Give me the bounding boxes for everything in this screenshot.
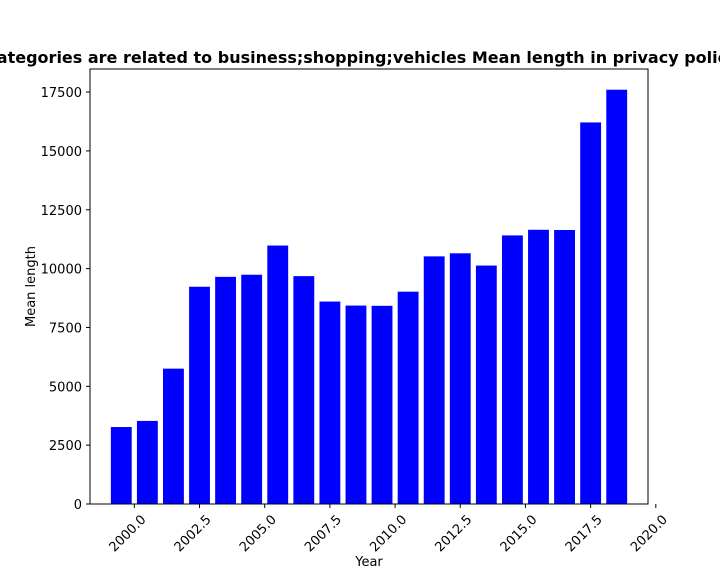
x-tick-label: 2002.5 [172, 512, 215, 555]
x-tick-label: 2020.0 [628, 512, 671, 555]
bar-17 [554, 230, 575, 504]
bar-2 [163, 368, 184, 504]
y-axis-label: Mean length [24, 246, 39, 327]
bar-1 [136, 420, 158, 504]
y-tick-label: 15000 [41, 145, 82, 160]
bar-0 [110, 427, 132, 504]
x-tick-label: 2005.0 [237, 512, 280, 555]
plot-frame [89, 68, 649, 505]
bar-6 [267, 245, 289, 504]
y-axis: 0 2500 5000 7500 10000 12500 15000 17500 [41, 86, 90, 513]
bar-15 [501, 235, 523, 504]
x-tick-label: 2017.5 [563, 512, 606, 555]
x-tick-label: 2000.0 [107, 512, 150, 555]
x-tick-label: 2010.0 [367, 512, 410, 555]
x-tick-label: 2007.5 [302, 512, 345, 555]
bars-layer [110, 89, 628, 504]
x-tick-label: 2012.5 [433, 512, 476, 555]
chart-title: Categories are related to business;shopp… [0, 48, 720, 67]
bar-5 [241, 274, 263, 504]
x-axis-label: Year [354, 555, 383, 570]
bar-13 [449, 253, 471, 504]
y-tick-label: 5000 [49, 380, 82, 395]
y-tick-label: 7500 [49, 321, 82, 336]
bar-9 [345, 305, 367, 504]
y-tick-label: 17500 [41, 86, 82, 101]
bar-7 [293, 276, 315, 504]
x-axis: 2000.0 2002.5 2005.0 2007.5 2010.0 2012.5 2015… [107, 504, 671, 555]
bar-12 [423, 256, 445, 504]
bar-4 [215, 276, 237, 504]
y-tick-label: 12500 [41, 204, 82, 219]
y-tick-label: 10000 [41, 263, 82, 278]
x-tick-label: 2015.0 [498, 512, 541, 555]
bar-16 [528, 229, 549, 504]
bar-18 [580, 122, 602, 504]
bar-11 [397, 291, 419, 504]
y-tick-label: 2500 [49, 439, 82, 454]
bar-8 [319, 301, 341, 504]
y-tick-label: 0 [74, 498, 82, 513]
bar-14 [475, 265, 497, 504]
bar-3 [189, 286, 210, 504]
bar-10 [371, 305, 393, 504]
bar-19 [606, 89, 628, 504]
